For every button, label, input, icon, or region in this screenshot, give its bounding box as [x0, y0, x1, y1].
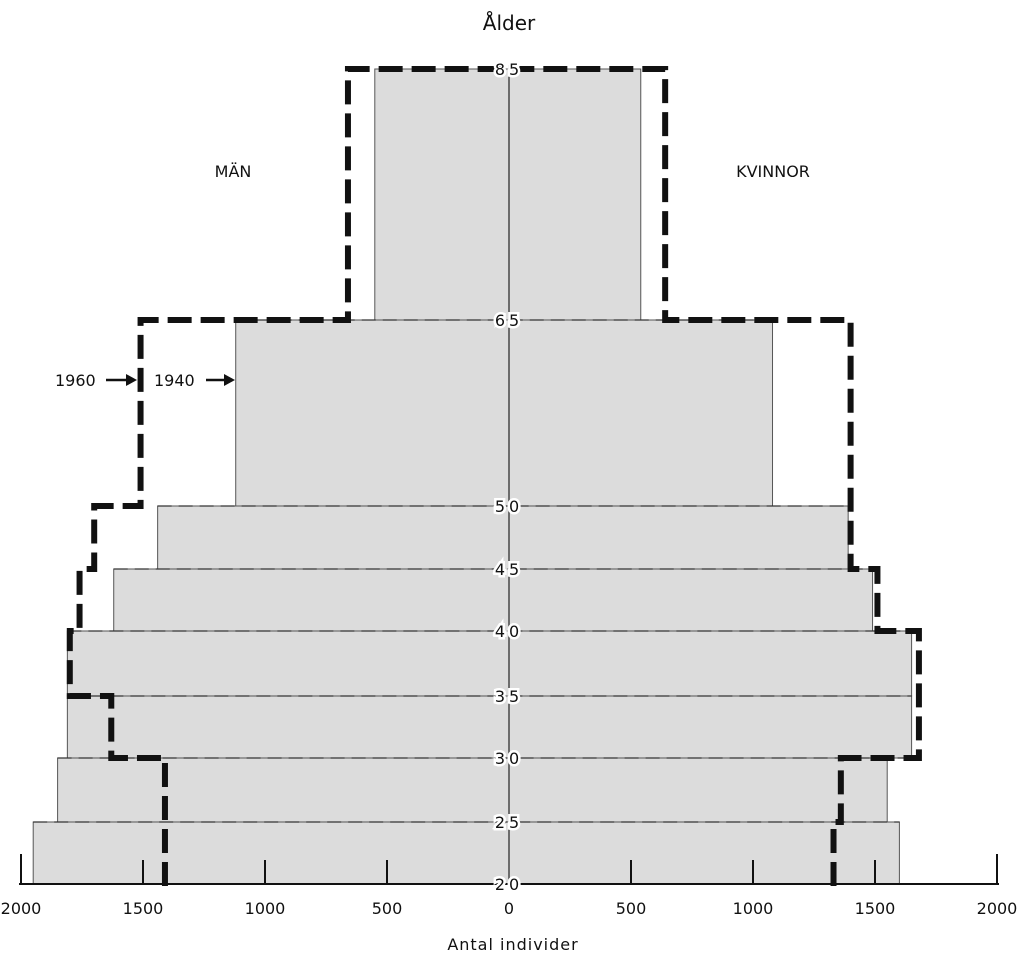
x-tick-label-7: 1500 [855, 899, 896, 918]
age-label-35: 35 [495, 687, 523, 706]
age-label-45: 45 [495, 560, 523, 579]
y-axis-title: Ålder [483, 11, 536, 35]
x-tick-label-4: 0 [504, 899, 514, 918]
annotation-1960: 1960 [55, 371, 137, 390]
bar-1940-women-25-30 [508, 757, 888, 823]
age-label-65: 65 [495, 311, 523, 330]
bar-1940-men-20-25 [32, 821, 510, 885]
right-group-label: KVINNOR [736, 162, 810, 181]
bar-1940-women-40-45 [508, 568, 874, 632]
bar-1940-women-30-35 [508, 695, 913, 759]
outline-1960-women [509, 66, 922, 886]
age-label-25: 25 [495, 813, 523, 832]
bar-1940-women-65-85 [508, 68, 642, 321]
annotation-1940-arrowhead [224, 374, 235, 386]
age-label-85: 85 [495, 60, 523, 79]
bar-1940-women-35-40 [508, 630, 913, 697]
x-tick-label-2: 1000 [245, 899, 286, 918]
annotation-1960-arrowhead [126, 374, 137, 386]
age-label-50: 50 [495, 497, 523, 516]
x-axis-title: Antal individer [447, 935, 578, 954]
bar-1940-men-30-35 [66, 695, 510, 759]
bar-1940-women-50-65 [508, 319, 774, 507]
age-label-40: 40 [495, 622, 523, 641]
bar-1940-men-50-65 [235, 319, 510, 507]
x-tick-label-0: 2000 [1, 899, 42, 918]
bar-1940-men-65-85 [374, 68, 510, 321]
annotation-1960-label: 1960 [55, 371, 96, 390]
bar-1940-men-40-45 [113, 568, 510, 632]
x-tick-label-8: 2000 [977, 899, 1018, 918]
age-label-20: 20 [495, 875, 523, 894]
bar-1940-women-45-50 [508, 505, 849, 570]
bar-1940-men-45-50 [157, 505, 510, 570]
bar-1940-men-35-40 [66, 630, 510, 697]
x-tick-label-5: 500 [616, 899, 647, 918]
annotation-1940-label: 1940 [154, 371, 195, 390]
left-group-label: MÄN [215, 162, 252, 181]
annotation-1940: 1940 [154, 371, 235, 390]
x-tick-label-1: 1500 [123, 899, 164, 918]
x-tick-label-6: 1000 [733, 899, 774, 918]
x-tick-label-3: 500 [372, 899, 403, 918]
bar-1940-women-20-25 [508, 821, 900, 885]
bar-1940-men-25-30 [57, 757, 510, 823]
age-label-30: 30 [495, 749, 523, 768]
outline-1960-men [66, 66, 509, 886]
